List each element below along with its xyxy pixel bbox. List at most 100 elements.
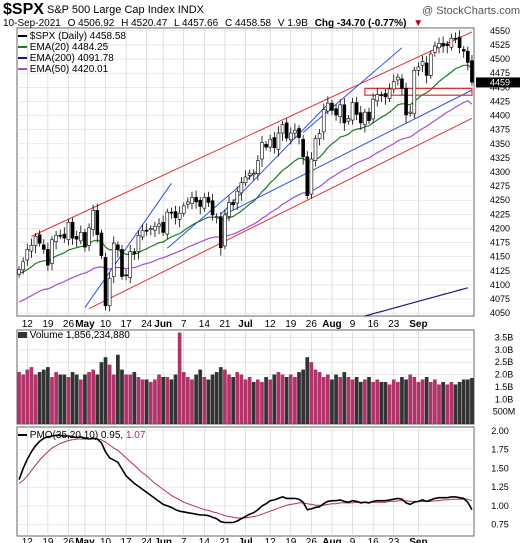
x-tick-label: Aug [322,319,341,330]
pmo-line [18,434,473,524]
volume-bar [33,374,38,424]
candle-body [132,251,137,254]
volume-bar [54,372,58,424]
candle-body [70,221,75,239]
volume-bar [441,381,445,424]
volume-bar [424,377,429,424]
x-tick-label: 19 [42,319,54,330]
volume-bar [420,379,425,424]
candle-body [210,200,215,216]
volume-bar [350,379,355,424]
x-tick-label: 9 [350,319,356,330]
volume-bar [132,372,137,424]
candle-body [342,104,347,124]
index-name-text: S&P 500 Large Cap Index [47,4,175,16]
candle-body [346,118,351,122]
volume-y-tick: 3.0B [495,345,514,355]
candle-body [379,94,384,96]
high: H 4520.47 [121,18,168,29]
volume-y-tick: 2.5B [495,357,514,367]
volume-bar [29,367,34,424]
price-y-tick: 4400 [490,111,510,121]
x-tick-label: 19 [285,537,297,543]
price-y-tick: 4525 [490,40,510,50]
candle-body [268,138,273,148]
candle-body [358,112,363,124]
candle-body [157,223,161,227]
volume-y-tick: 1.0B [495,394,514,404]
volume-bar [371,381,375,424]
legend-ema200-text: EMA(200) 4091.78 [29,53,114,64]
price-y-tick: 4550 [490,26,510,36]
candle-body [103,256,108,307]
candle-body [243,176,248,184]
candle-body [177,212,182,220]
price-y-tick: 4325 [490,153,510,163]
x-tick-label: Jun [154,537,172,543]
volume-bar [128,374,133,424]
candle-body [140,229,145,238]
price-y-tick: 4050 [490,308,510,318]
volume-bar [346,377,351,424]
close: C 4458.58 [224,18,272,29]
price-y-tick: 4200 [490,223,510,233]
volume-bar [408,374,413,424]
volume-bar [367,377,371,424]
candle-body [367,111,371,121]
volume-bar [136,377,141,424]
candle-body [449,37,454,48]
legend-ema20: EMA(20) 4484.25 [18,42,108,53]
candle-body [433,45,437,53]
candle-body [354,102,359,115]
x-tick-label: 26 [63,537,75,543]
volume-bar [317,372,322,424]
volume-bar [445,384,450,424]
volume-bar [74,374,79,424]
candle-body [128,251,133,278]
volume-bar [383,381,388,424]
x-tick-label: 14 [199,537,211,543]
volume-bar [247,377,252,424]
volume-bar [412,377,417,424]
x-tick-label: Sep [409,537,427,543]
volume-bar [268,379,273,424]
candle-body [17,269,21,275]
x-tick-label: 7 [181,319,187,330]
volume-bar [264,377,268,424]
volume: V 1.9B [277,18,308,29]
candle-body [74,236,79,240]
volume-bar [206,379,211,424]
legend-price-swatch [18,35,27,38]
volume-bar [313,369,318,424]
candle-body [264,144,268,148]
pmo-y-tick: 0.75 [491,520,509,530]
x-tick-label: May [75,537,95,543]
candle-body [173,211,178,219]
candle-body [206,197,211,203]
volume-bar [157,374,161,424]
volume-bar [342,372,347,424]
x-tick-label: Jul [238,319,253,330]
volume-bar [194,374,198,424]
volume-bar [272,374,277,424]
price-y-tick: 4275 [490,181,510,191]
x-tick-label: 16 [368,319,380,330]
pmo-y-tick: 1.75 [491,445,509,455]
candle-body [120,249,124,277]
legend-price: $SPX (Daily) 4458.58 [18,31,126,42]
legend-pmo-signal: 1.07 [125,430,146,441]
volume-bar [177,332,182,424]
volume-bar [334,374,338,424]
last-price-label: 4459 [490,77,510,87]
legend-ema20-swatch [18,46,27,49]
x-tick-label: May [75,319,95,330]
price-y-tick: 4500 [490,54,510,64]
price-y-tick: 4125 [490,266,510,276]
volume-bar [387,384,392,424]
candle-body [41,244,46,250]
volume-bar [58,374,63,424]
candle-body [50,239,54,264]
volume-bar [161,377,166,424]
volume-bar [428,381,433,424]
volume-bar [297,372,301,424]
